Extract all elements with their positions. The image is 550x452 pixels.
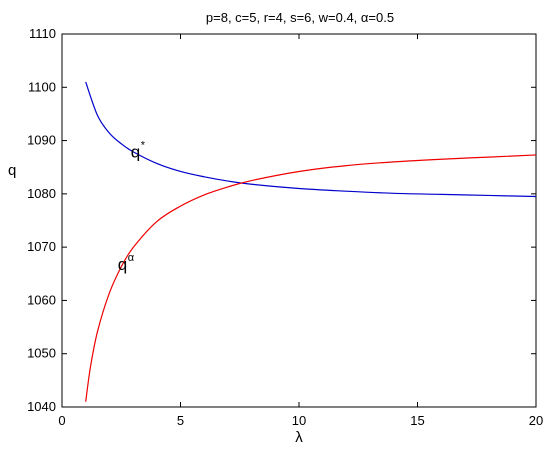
axis-ticks: 0 5 10 15 20 1040 1050 1060 1070 1080 1090 1100 1110 [27, 26, 543, 428]
annotation-base: q [118, 255, 127, 274]
x-tick-label: 10 [292, 413, 306, 428]
chart-title: p=8, c=5, r=4, s=6, w=0.4, α=0.5 [206, 10, 394, 25]
x-tick-label: 0 [58, 413, 65, 428]
x-tick-label: 15 [410, 413, 424, 428]
y-tick-label: 1080 [27, 186, 56, 201]
x-tick-label: 5 [177, 413, 184, 428]
series-layer [85, 81, 537, 402]
annotation-superscript: * [141, 140, 146, 152]
annotation-layer: q *q α [118, 140, 146, 274]
y-axis-label: q [8, 162, 16, 179]
y-tick-label: 1040 [27, 399, 56, 414]
y-tick-label: 1100 [28, 79, 56, 94]
y-tick-label: 1050 [27, 346, 56, 361]
y-tick-label: 1090 [27, 133, 56, 148]
y-tick-label: 1060 [27, 292, 56, 307]
curve-annotation: q * [131, 140, 146, 162]
annotation-base: q [131, 143, 140, 162]
y-tick-label: 1110 [29, 26, 56, 41]
x-tick-label: 20 [529, 413, 543, 428]
annotation-superscript: α [128, 252, 135, 264]
series-line-q-alpha [85, 154, 537, 402]
series-line-q-star [85, 81, 537, 198]
y-tick-label: 1070 [27, 239, 56, 254]
x-axis-label: λ [295, 429, 303, 446]
